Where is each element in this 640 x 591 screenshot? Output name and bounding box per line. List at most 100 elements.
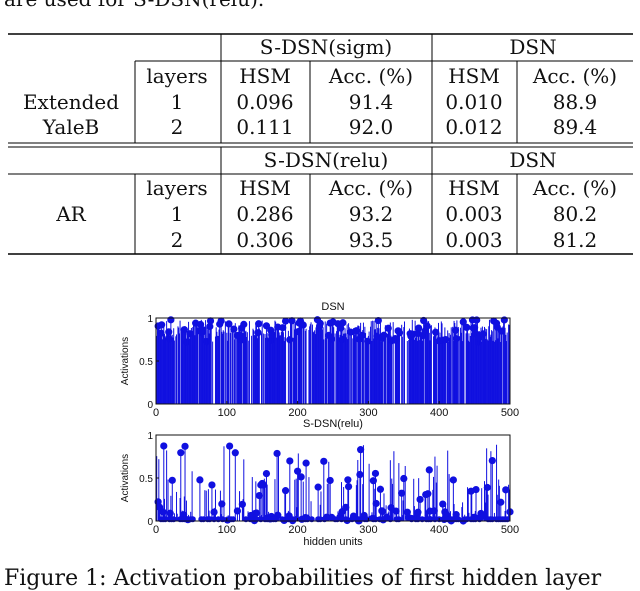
stem-marker xyxy=(208,481,216,489)
y-tick-label: 0 xyxy=(147,400,153,411)
column-header: Acc. (%) xyxy=(532,64,618,88)
table-cell: 0.012 xyxy=(445,115,503,139)
stem-marker xyxy=(326,476,334,485)
table-cell: 0.096 xyxy=(236,90,294,114)
group-header: DSN xyxy=(509,148,557,172)
stem-marker xyxy=(279,324,287,332)
column-header: Acc. (%) xyxy=(328,176,414,200)
stem-marker xyxy=(196,476,204,484)
column-header: HSM xyxy=(239,176,291,200)
axes-box xyxy=(155,434,511,522)
stem-marker xyxy=(314,483,322,491)
y-tick-label: 0.5 xyxy=(139,474,153,485)
stem-marker xyxy=(226,442,234,450)
stem-marker xyxy=(378,507,387,516)
stem-marker xyxy=(374,316,382,325)
group-header: S-DSN(relu) xyxy=(263,148,389,172)
table-cell: 2 xyxy=(170,115,184,139)
table-cell: 81.2 xyxy=(552,228,598,252)
table-cell: 91.4 xyxy=(348,90,394,114)
stem-marker xyxy=(473,316,481,324)
stem-marker xyxy=(281,487,290,495)
stem-marker xyxy=(339,319,347,327)
table-cell: 92.0 xyxy=(348,115,394,139)
stem-marker xyxy=(439,500,447,508)
stem-series xyxy=(154,316,510,404)
stem-marker xyxy=(231,449,239,457)
stem-marker xyxy=(376,485,385,493)
group-header: S-DSN(sigm) xyxy=(259,35,393,59)
stem-marker xyxy=(371,469,380,478)
table-cell: 0.286 xyxy=(236,202,294,226)
stem-marker xyxy=(167,316,175,324)
x-tick-label: 100 xyxy=(218,524,236,536)
y-tick-label: 0 xyxy=(147,517,153,528)
x-tick-label: 300 xyxy=(359,407,377,419)
table-cell: 89.4 xyxy=(552,115,598,139)
y-tick-label: 1 xyxy=(147,314,153,325)
stem-marker xyxy=(423,322,431,330)
column-header: HSM xyxy=(239,64,291,88)
stem-marker xyxy=(420,316,428,325)
stem-marker xyxy=(181,442,189,450)
stem-marker xyxy=(500,316,508,324)
stem-marker xyxy=(240,320,248,328)
dataset-label: YaleB xyxy=(42,115,100,139)
table-cell: 93.2 xyxy=(348,202,394,226)
table-cell: 80.2 xyxy=(552,202,598,226)
stem-marker xyxy=(483,483,491,492)
dataset-label: AR xyxy=(56,202,86,226)
table-cell: 1 xyxy=(170,90,184,114)
table-cell: 0.003 xyxy=(445,228,503,252)
stem-marker xyxy=(230,325,238,333)
table-cell: 0.306 xyxy=(236,228,294,252)
stem-marker xyxy=(281,317,290,325)
chart-title: DSN xyxy=(321,301,344,313)
y-tick-label: 0.5 xyxy=(139,357,153,368)
stem-marker xyxy=(254,329,262,337)
stem-marker xyxy=(425,466,433,474)
stem-marker xyxy=(416,495,424,504)
stem-marker xyxy=(357,446,365,454)
x-tick-label: 0 xyxy=(153,524,159,536)
chart-title: S-DSN(relu) xyxy=(303,418,363,430)
table-cell: 2 xyxy=(170,228,184,252)
stem-marker xyxy=(255,320,263,328)
stem-marker xyxy=(168,476,176,484)
stem-marker xyxy=(459,318,467,326)
stem-marker xyxy=(347,328,355,336)
stem-marker xyxy=(449,476,457,484)
stem-marker xyxy=(210,508,218,516)
table-cell: 93.5 xyxy=(348,228,394,252)
table-cell: 0.010 xyxy=(445,90,503,114)
column-header: Acc. (%) xyxy=(328,64,414,88)
group-header: DSN xyxy=(509,35,557,59)
stem-marker xyxy=(302,459,310,467)
stem-marker xyxy=(463,323,471,332)
column-header: Acc. (%) xyxy=(532,176,618,200)
x-tick-label: 400 xyxy=(430,524,448,536)
stem-marker xyxy=(262,469,271,478)
x-tick-label: 100 xyxy=(218,407,236,419)
column-header: HSM xyxy=(448,64,500,88)
figure-caption: Figure 1: Activation probabilities of fi… xyxy=(4,566,602,591)
stem-marker xyxy=(160,442,168,450)
dataset-label: Extended xyxy=(22,90,120,114)
stem-marker xyxy=(400,474,408,483)
y-axis-label: Activations xyxy=(120,454,131,502)
stem-marker xyxy=(392,507,400,515)
x-tick-label: 200 xyxy=(288,407,306,419)
stem-marker xyxy=(372,499,380,508)
column-header: layers xyxy=(146,176,208,200)
stem-marker xyxy=(238,500,246,508)
stem-marker xyxy=(320,457,328,465)
stem-marker xyxy=(497,498,505,506)
x-tick-label: 500 xyxy=(501,407,519,419)
x-tick-label: 200 xyxy=(288,524,306,536)
column-header: HSM xyxy=(448,176,500,200)
stem-marker xyxy=(356,470,364,479)
stem-marker xyxy=(424,490,432,498)
table-cell: 1 xyxy=(170,202,184,226)
